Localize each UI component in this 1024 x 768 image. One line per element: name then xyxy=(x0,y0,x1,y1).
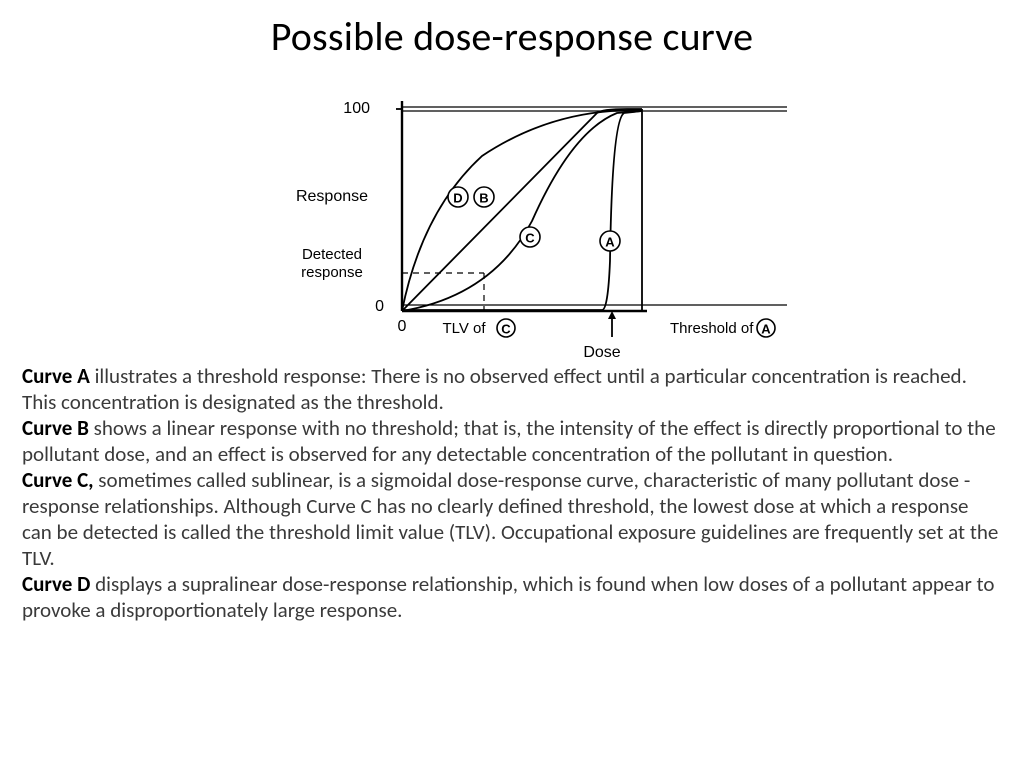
curve-d-heading: Curve D xyxy=(22,571,90,597)
curve-d-text: displays a supralinear dose-response rel… xyxy=(22,571,994,623)
chart-container: 100 Response Detected response 0 0 TLV o… xyxy=(0,61,1024,361)
curve-a-badge: A xyxy=(605,235,615,250)
x-axis-label: Dose xyxy=(583,344,620,361)
detected-label-1: Detected xyxy=(302,246,362,263)
y-axis-label: Response xyxy=(296,188,368,205)
curve-c-badge: C xyxy=(525,231,535,246)
threshold-badge-a: A xyxy=(761,322,771,337)
detected-label-2: response xyxy=(301,264,363,281)
threshold-label: Threshold of xyxy=(670,320,754,337)
y-max-label: 100 xyxy=(343,100,370,117)
dose-response-chart: 100 Response Detected response 0 0 TLV o… xyxy=(232,61,792,361)
x-origin-label: 0 xyxy=(398,318,407,335)
curve-b-text: shows a linear response with no threshol… xyxy=(22,415,996,467)
curve-a-text: illustrates a threshold response: There … xyxy=(22,363,967,415)
tlv-badge-c: C xyxy=(501,322,511,337)
curve-c-heading: Curve C, xyxy=(22,467,94,493)
tlv-label: TLV of xyxy=(442,320,486,337)
y-origin-label: 0 xyxy=(375,298,384,315)
curve-b-heading: Curve B xyxy=(22,415,89,441)
curve-b-badge: B xyxy=(479,191,488,206)
description-text: Curve A illustrates a threshold response… xyxy=(0,361,1024,623)
curve-a-heading: Curve A xyxy=(22,363,90,389)
curve-c-text: sometimes called sublinear, is a sigmoid… xyxy=(22,467,998,571)
curve-d-badge: D xyxy=(453,191,462,206)
page-title: Possible dose-response curve xyxy=(0,0,1024,65)
